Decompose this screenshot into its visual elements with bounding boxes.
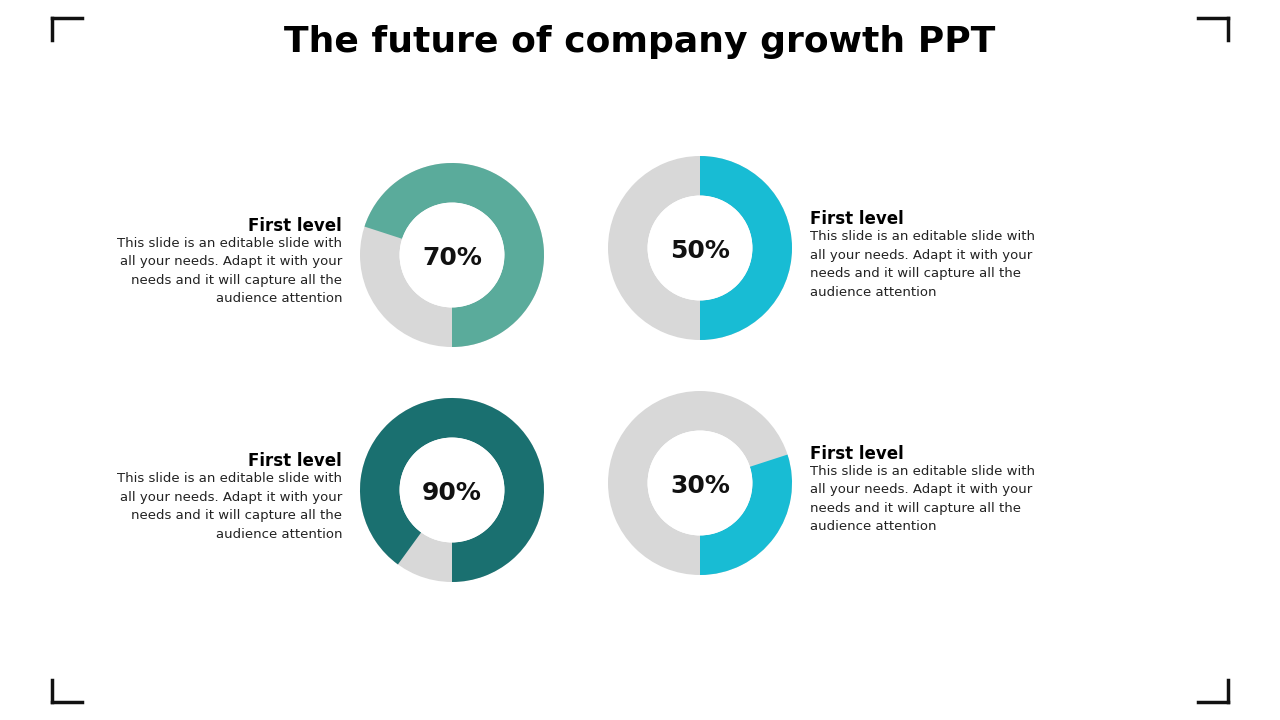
- Circle shape: [399, 202, 504, 307]
- Text: 30%: 30%: [669, 474, 730, 498]
- Text: This slide is an editable slide with
all your needs. Adapt it with your
needs an: This slide is an editable slide with all…: [810, 465, 1036, 534]
- Wedge shape: [700, 156, 792, 340]
- Wedge shape: [360, 163, 544, 347]
- Text: First level: First level: [810, 445, 904, 463]
- Circle shape: [648, 431, 753, 536]
- Wedge shape: [608, 391, 792, 575]
- Text: 50%: 50%: [669, 239, 730, 263]
- Wedge shape: [608, 156, 792, 340]
- Text: The future of company growth PPT: The future of company growth PPT: [284, 25, 996, 59]
- Wedge shape: [365, 163, 544, 347]
- Circle shape: [648, 196, 753, 300]
- Text: This slide is an editable slide with
all your needs. Adapt it with your
needs an: This slide is an editable slide with all…: [810, 230, 1036, 299]
- Text: 90%: 90%: [422, 481, 483, 505]
- Wedge shape: [700, 454, 792, 575]
- Text: This slide is an editable slide with
all your needs. Adapt it with your
needs an: This slide is an editable slide with all…: [116, 472, 342, 541]
- Wedge shape: [360, 398, 544, 582]
- Circle shape: [399, 438, 504, 542]
- Wedge shape: [360, 398, 544, 582]
- Text: This slide is an editable slide with
all your needs. Adapt it with your
needs an: This slide is an editable slide with all…: [116, 237, 342, 305]
- Text: 70%: 70%: [422, 246, 483, 270]
- Text: First level: First level: [248, 452, 342, 470]
- Text: First level: First level: [248, 217, 342, 235]
- Text: First level: First level: [810, 210, 904, 228]
